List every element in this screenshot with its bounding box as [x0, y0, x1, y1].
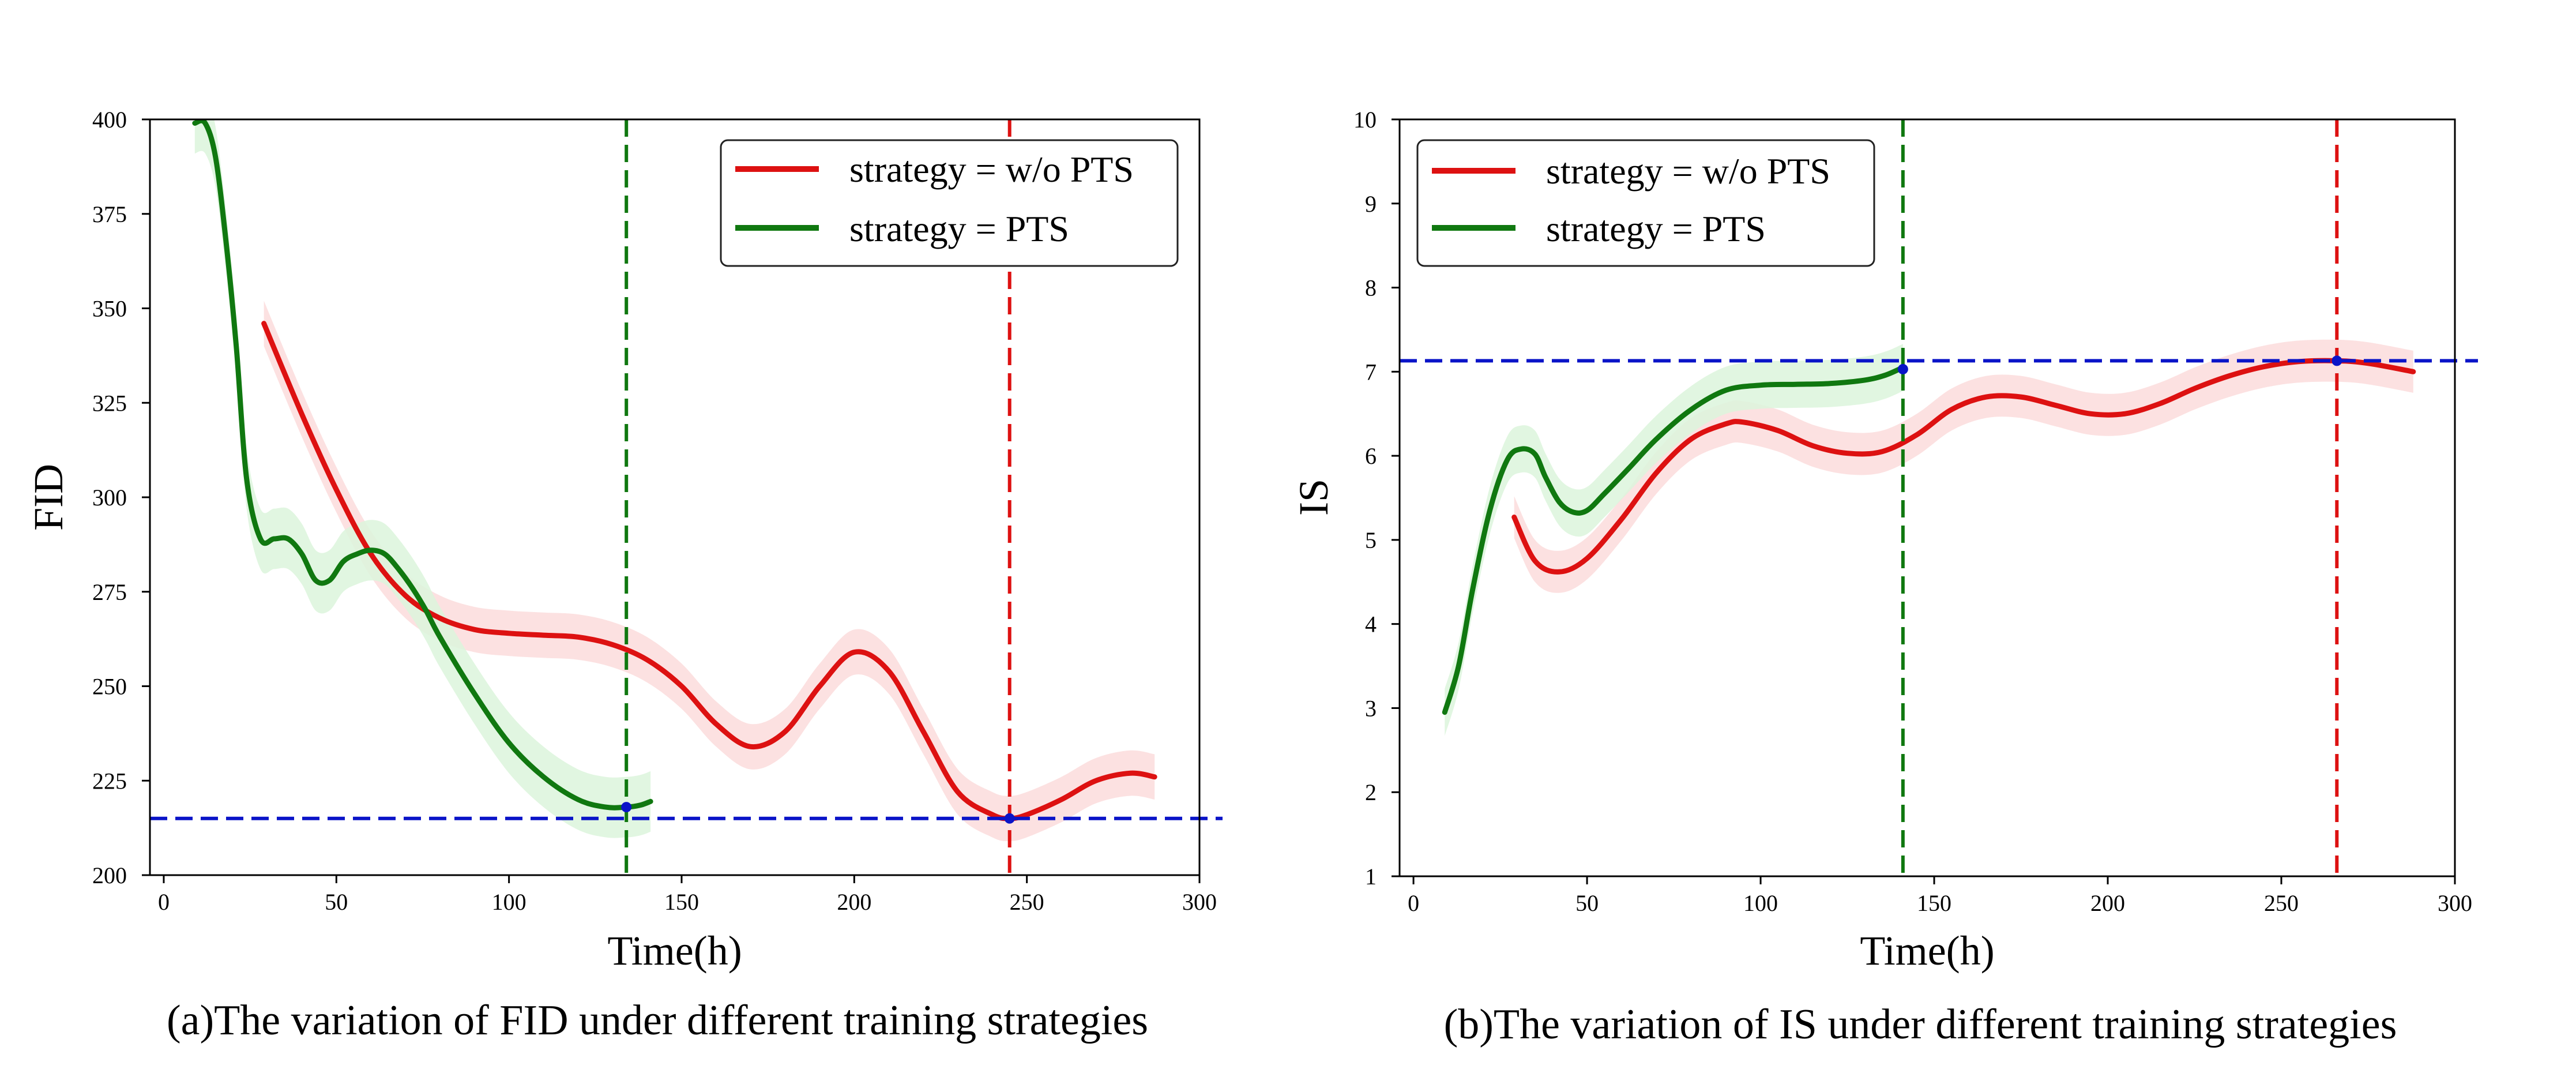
is-chart: 0 50 100 150 200 250 300 1 2 3 4 5 6 7 8 9 10 Time(h) I… [1291, 107, 2478, 974]
is-plot-frame [1398, 118, 2456, 877]
fid-y-axis-label: FID [25, 464, 72, 531]
fid-y-tick-label: 350 [92, 296, 127, 322]
is-y-tick-label: 5 [1365, 527, 1377, 553]
is-x-tick-label: 50 [1575, 890, 1599, 916]
is-y-tick-label: 8 [1365, 275, 1377, 301]
fid-x-tick-label: 50 [325, 889, 348, 915]
fid-x-tick-label: 100 [492, 889, 527, 915]
is-series-lines [1442, 358, 2416, 715]
is-legend-box [1416, 139, 1875, 267]
is-y-ticks: 1 2 3 4 5 6 7 8 9 10 [1353, 107, 1400, 890]
fid-y-tick-label: 375 [92, 201, 127, 227]
is-x-ticks: 0 50 100 150 200 250 300 [1408, 876, 2472, 916]
is-legend-pts-label: strategy = PTS [1546, 208, 1766, 249]
fid-x-tick-label: 150 [664, 889, 699, 915]
fid-y-tick-label: 275 [92, 579, 127, 605]
fid-y-tick-label: 400 [92, 107, 127, 133]
fid-x-axis-label: Time(h) [607, 928, 742, 974]
fid-x-tick-label: 250 [1010, 889, 1044, 915]
is-y-tick-label: 1 [1365, 864, 1377, 890]
fid-y-tick-label: 300 [92, 485, 127, 511]
is-y-tick-label: 2 [1365, 779, 1377, 805]
is-y-tick-label: 7 [1365, 359, 1377, 385]
fid-x-ticks: 0 50 100 150 200 250 300 [158, 875, 1217, 915]
is-legend-wo-pts-label: strategy = w/o PTS [1546, 151, 1830, 192]
is-x-tick-label: 100 [1743, 890, 1778, 916]
fid-x-tick-label: 0 [158, 889, 170, 915]
fid-y-tick-label: 325 [92, 390, 127, 416]
fid-x-tick-label: 300 [1182, 889, 1217, 915]
is-reference-lines [1400, 119, 2478, 876]
is-x-tick-label: 0 [1408, 890, 1419, 916]
fid-legend-wo-pts-label: strategy = w/o PTS [849, 149, 1134, 190]
is-y-tick-label: 4 [1365, 611, 1377, 637]
is-x-tick-label: 250 [2264, 890, 2299, 916]
fid-line-pts [192, 119, 653, 811]
is-x-tick-label: 150 [1917, 890, 1951, 916]
is-x-tick-label: 200 [2090, 890, 2125, 916]
fid-pts-best-marker [621, 802, 632, 813]
fid-chart: 0 50 100 150 200 250 300 200 225 250 275 300 325 350… [25, 107, 1223, 974]
fid-wo-pts-best-marker [1004, 813, 1015, 824]
fid-band-wo-pts [264, 301, 1155, 842]
is-y-tick-label: 6 [1365, 443, 1377, 469]
fid-y-tick-label: 250 [92, 674, 127, 700]
fid-y-tick-label: 200 [92, 862, 127, 888]
fid-legend-pts-label: strategy = PTS [849, 208, 1069, 249]
is-y-tick-label: 3 [1365, 695, 1377, 721]
fid-y-tick-label: 225 [92, 768, 127, 794]
fid-reference-lines [150, 119, 1223, 875]
is-legend: strategy = w/o PTS strategy = PTS [1416, 139, 1875, 267]
fid-x-tick-label: 200 [837, 889, 871, 915]
is-x-axis-label: Time(h) [1860, 928, 1994, 974]
fid-confidence-bands [194, 119, 1155, 842]
is-line-pts [1442, 365, 1906, 715]
is-y-tick-label: 9 [1365, 191, 1377, 217]
is-line-wo-pts [1511, 358, 2416, 575]
fid-legend: strategy = w/o PTS strategy = PTS [720, 139, 1179, 267]
fid-legend-box [720, 139, 1179, 267]
is-y-axis-label: IS [1291, 479, 1337, 516]
is-wo-pts-best-marker [2331, 355, 2342, 366]
is-x-tick-label: 300 [2438, 890, 2472, 916]
fid-y-ticks: 200 225 250 275 300 325 350 375 400 [92, 107, 150, 888]
caption-a: (a)The variation of FID under different … [167, 997, 1148, 1044]
caption-b: (b)The variation of IS under different t… [1444, 1001, 2397, 1048]
is-y-tick-label: 10 [1353, 107, 1377, 133]
is-pts-best-marker [1897, 363, 1908, 374]
